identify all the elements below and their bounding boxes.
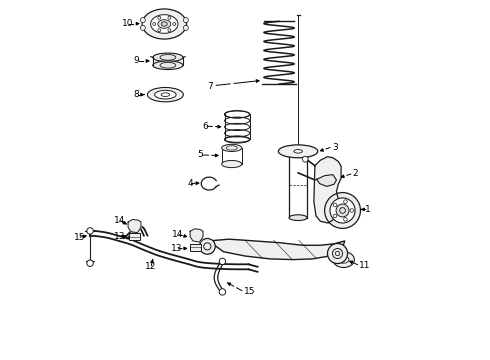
- Text: 13: 13: [114, 232, 125, 241]
- Circle shape: [343, 217, 347, 221]
- Ellipse shape: [221, 144, 242, 152]
- Ellipse shape: [155, 90, 176, 99]
- Text: 3: 3: [332, 143, 338, 152]
- Text: 6: 6: [202, 122, 208, 131]
- Circle shape: [153, 23, 156, 26]
- Text: 2: 2: [353, 169, 358, 178]
- Circle shape: [336, 204, 349, 217]
- Text: 11: 11: [359, 261, 370, 270]
- Ellipse shape: [153, 61, 183, 69]
- Text: 1: 1: [365, 205, 371, 214]
- Ellipse shape: [289, 215, 307, 221]
- Circle shape: [87, 260, 93, 266]
- Text: 9: 9: [134, 57, 140, 66]
- Circle shape: [302, 156, 308, 162]
- Circle shape: [183, 18, 188, 23]
- Circle shape: [330, 198, 355, 223]
- Circle shape: [219, 289, 225, 295]
- Text: 4: 4: [188, 179, 193, 188]
- Polygon shape: [128, 220, 141, 233]
- Text: 8: 8: [134, 90, 140, 99]
- FancyBboxPatch shape: [190, 244, 201, 251]
- Circle shape: [183, 26, 188, 30]
- Circle shape: [168, 16, 171, 19]
- Text: 13: 13: [171, 244, 183, 253]
- Circle shape: [140, 26, 146, 30]
- Ellipse shape: [151, 15, 178, 33]
- Text: 7: 7: [207, 82, 213, 91]
- Text: 14: 14: [172, 230, 183, 239]
- Ellipse shape: [147, 87, 183, 102]
- Polygon shape: [208, 239, 344, 260]
- Polygon shape: [317, 175, 337, 186]
- Text: 5: 5: [197, 150, 203, 159]
- Text: 15: 15: [245, 287, 256, 296]
- Circle shape: [327, 243, 347, 264]
- Ellipse shape: [289, 150, 307, 156]
- Ellipse shape: [333, 252, 354, 267]
- Circle shape: [158, 16, 161, 19]
- Circle shape: [333, 203, 337, 207]
- Circle shape: [350, 209, 354, 212]
- Ellipse shape: [221, 161, 242, 168]
- Ellipse shape: [142, 9, 187, 39]
- Circle shape: [140, 18, 146, 23]
- Circle shape: [333, 214, 337, 218]
- FancyBboxPatch shape: [129, 233, 140, 240]
- Text: 12: 12: [146, 262, 157, 271]
- Text: 15: 15: [74, 233, 85, 242]
- Circle shape: [158, 29, 161, 32]
- Circle shape: [219, 258, 225, 265]
- Polygon shape: [314, 157, 341, 223]
- Text: 14: 14: [114, 216, 125, 225]
- Circle shape: [173, 23, 176, 26]
- Circle shape: [199, 238, 215, 254]
- Ellipse shape: [153, 53, 183, 62]
- Text: 10: 10: [122, 19, 133, 28]
- Circle shape: [168, 29, 171, 32]
- Ellipse shape: [278, 145, 318, 158]
- Circle shape: [343, 200, 347, 203]
- Circle shape: [87, 228, 93, 234]
- Ellipse shape: [158, 20, 171, 28]
- Polygon shape: [190, 229, 203, 242]
- Circle shape: [324, 193, 361, 228]
